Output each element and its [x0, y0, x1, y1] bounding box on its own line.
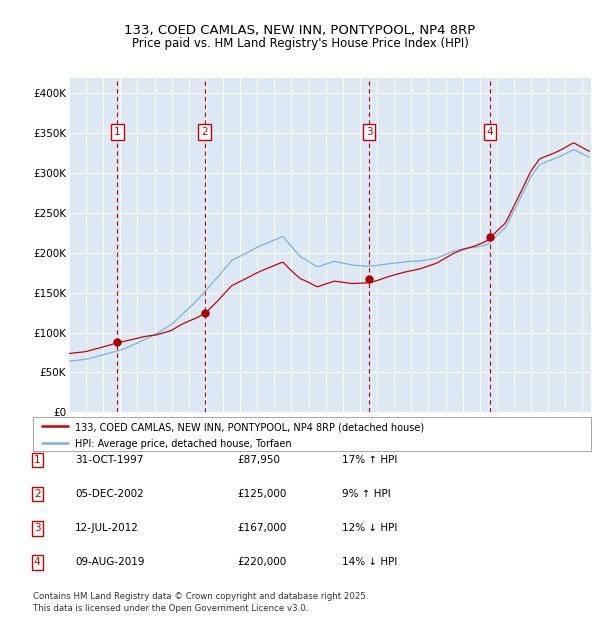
Text: 31-OCT-1997: 31-OCT-1997	[75, 455, 143, 465]
Text: 1: 1	[114, 126, 121, 136]
Text: Contains HM Land Registry data © Crown copyright and database right 2025.
This d: Contains HM Land Registry data © Crown c…	[33, 591, 368, 613]
Text: 09-AUG-2019: 09-AUG-2019	[75, 557, 145, 567]
Text: Price paid vs. HM Land Registry's House Price Index (HPI): Price paid vs. HM Land Registry's House …	[131, 37, 469, 50]
Text: £167,000: £167,000	[237, 523, 286, 533]
Text: £87,950: £87,950	[237, 455, 280, 465]
Text: 17% ↑ HPI: 17% ↑ HPI	[342, 455, 397, 465]
Text: 2: 2	[34, 489, 41, 499]
Text: 3: 3	[366, 126, 373, 136]
Text: 1: 1	[34, 455, 41, 465]
Text: 4: 4	[34, 557, 41, 567]
Text: 3: 3	[34, 523, 41, 533]
Text: £125,000: £125,000	[237, 489, 286, 499]
Text: 133, COED CAMLAS, NEW INN, PONTYPOOL, NP4 8RP: 133, COED CAMLAS, NEW INN, PONTYPOOL, NP…	[124, 24, 476, 37]
Text: £220,000: £220,000	[237, 557, 286, 567]
Text: 133, COED CAMLAS, NEW INN, PONTYPOOL, NP4 8RP (detached house): 133, COED CAMLAS, NEW INN, PONTYPOOL, NP…	[75, 422, 424, 432]
Text: 12-JUL-2012: 12-JUL-2012	[75, 523, 139, 533]
Text: 12% ↓ HPI: 12% ↓ HPI	[342, 523, 397, 533]
Text: 9% ↑ HPI: 9% ↑ HPI	[342, 489, 391, 499]
Text: 2: 2	[202, 126, 208, 136]
Text: HPI: Average price, detached house, Torfaen: HPI: Average price, detached house, Torf…	[75, 439, 292, 449]
Text: 05-DEC-2002: 05-DEC-2002	[75, 489, 144, 499]
Text: 4: 4	[487, 126, 494, 136]
Text: 14% ↓ HPI: 14% ↓ HPI	[342, 557, 397, 567]
